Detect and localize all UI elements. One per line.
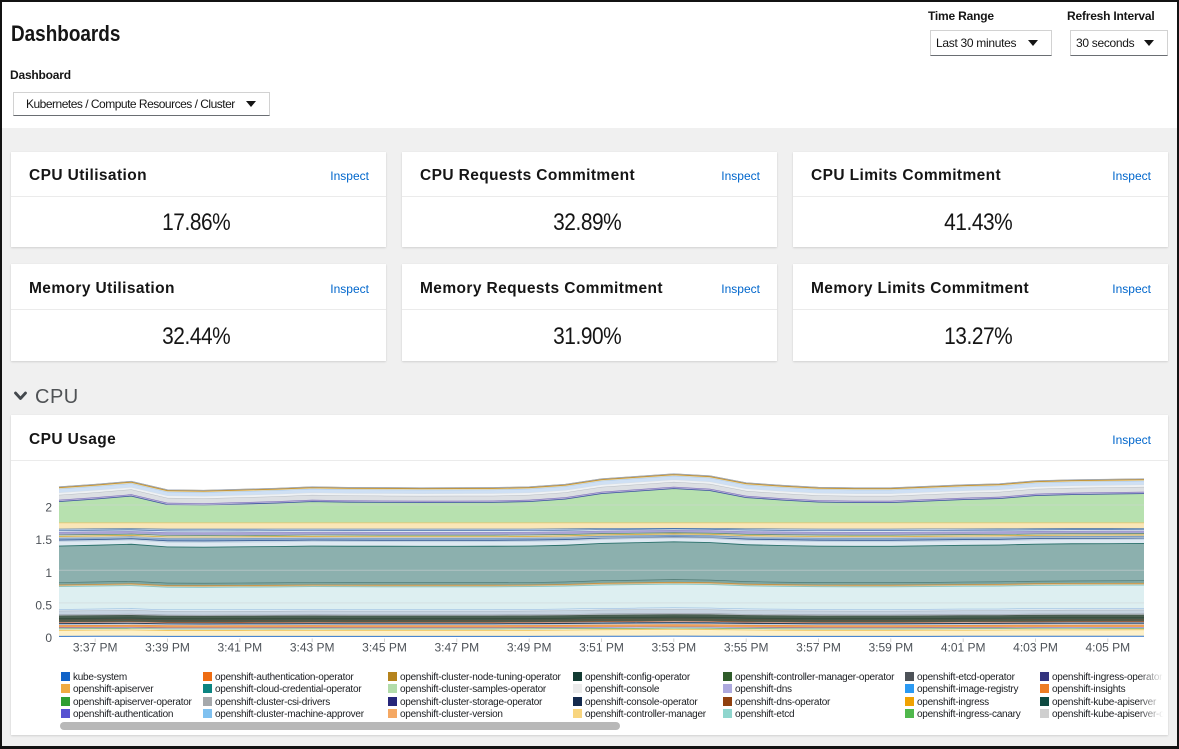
svg-text:3:39 PM: 3:39 PM xyxy=(145,641,190,655)
svg-text:0.5: 0.5 xyxy=(35,598,52,612)
svg-text:3:57 PM: 3:57 PM xyxy=(796,641,841,655)
svg-text:3:59 PM: 3:59 PM xyxy=(868,641,913,655)
svg-text:1: 1 xyxy=(45,566,52,580)
svg-text:0: 0 xyxy=(45,631,52,645)
svg-text:3:37 PM: 3:37 PM xyxy=(73,641,118,655)
svg-text:1.5: 1.5 xyxy=(35,533,52,547)
svg-text:4:05 PM: 4:05 PM xyxy=(1085,641,1130,655)
svg-text:3:51 PM: 3:51 PM xyxy=(579,641,624,655)
svg-text:2: 2 xyxy=(45,501,52,515)
svg-text:3:53 PM: 3:53 PM xyxy=(651,641,696,655)
svg-text:3:43 PM: 3:43 PM xyxy=(290,641,335,655)
svg-text:3:45 PM: 3:45 PM xyxy=(362,641,407,655)
svg-text:3:55 PM: 3:55 PM xyxy=(724,641,769,655)
svg-text:4:03 PM: 4:03 PM xyxy=(1013,641,1058,655)
svg-text:3:41 PM: 3:41 PM xyxy=(217,641,262,655)
svg-text:3:47 PM: 3:47 PM xyxy=(434,641,479,655)
svg-text:3:49 PM: 3:49 PM xyxy=(507,641,552,655)
svg-text:4:01 PM: 4:01 PM xyxy=(941,641,986,655)
